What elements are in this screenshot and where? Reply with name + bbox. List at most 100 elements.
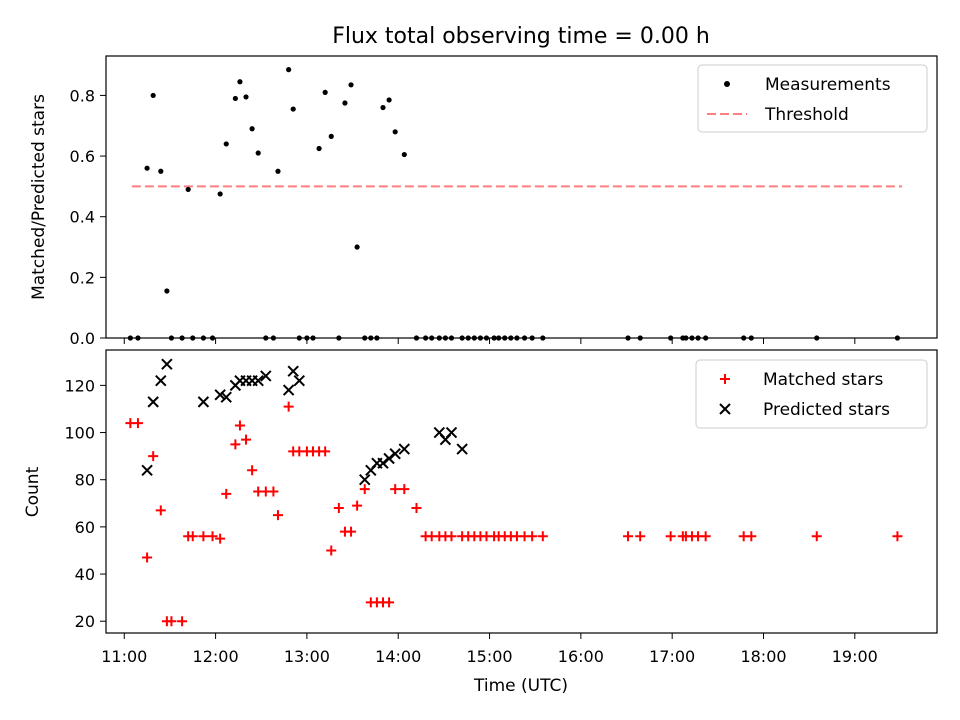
bottom-x-tick-label: 16:00 bbox=[558, 647, 604, 666]
bottom-x-tick-label: 19:00 bbox=[832, 647, 878, 666]
matched-star-point bbox=[635, 531, 646, 542]
measurement-point bbox=[223, 141, 229, 147]
predicted-star-point bbox=[161, 358, 173, 370]
legend-predicted-marker bbox=[719, 403, 731, 415]
measurement-point bbox=[316, 145, 322, 152]
top-y-ticks: 0.0 0.2 0.4 0.6 0.8 bbox=[70, 86, 106, 348]
predicted-star-point bbox=[282, 384, 295, 396]
top-panel: 0.00.20.40.60.8 Matched/Predicted stars … bbox=[29, 55, 938, 348]
matched-star-point bbox=[272, 510, 283, 521]
measurement-point bbox=[392, 129, 398, 135]
matched-star-point bbox=[746, 531, 757, 542]
matched-star-point bbox=[359, 484, 370, 495]
bottom-x-tick-label: 18:00 bbox=[740, 647, 786, 666]
bottom-y-axis-label: Count bbox=[23, 466, 43, 517]
bottom-y-ticks: 20 40 60 80 100 120 bbox=[64, 376, 106, 631]
bottom-x-ticks: 11:00 12:00 13:00 14:00 15:00 16:00 17:00 18:00… bbox=[101, 633, 878, 666]
bottom-x-tick-label: 12:00 bbox=[193, 647, 239, 666]
measurement-point bbox=[380, 104, 386, 111]
matched-star-point bbox=[187, 531, 198, 542]
matched-star-point bbox=[892, 531, 903, 542]
measurement-point bbox=[401, 151, 407, 158]
measurement-point bbox=[249, 126, 255, 132]
matched-star-point bbox=[537, 531, 548, 542]
measurement-point bbox=[275, 168, 281, 174]
predicted-star-point bbox=[456, 443, 468, 455]
top-y-tick-label: 0.8 bbox=[70, 86, 95, 105]
bottom-x-tick-label: 11:00 bbox=[101, 647, 147, 666]
top-y-tick-label: 0.0 bbox=[70, 329, 95, 348]
bottom-y-tick-label: 20 bbox=[75, 612, 95, 631]
measurement-point bbox=[164, 288, 170, 294]
chart-title: Flux total observing time = 0.00 h bbox=[332, 24, 710, 49]
matched-star-point bbox=[411, 503, 422, 514]
matched-star-point bbox=[700, 531, 711, 542]
matched-star-point bbox=[234, 420, 245, 431]
bottom-y-tick-label: 100 bbox=[64, 424, 95, 443]
predicted-star-point bbox=[214, 389, 226, 401]
legend-matched-label: Matched stars bbox=[763, 370, 883, 390]
matched-star-point bbox=[198, 531, 209, 542]
measurement-point bbox=[243, 94, 249, 100]
measurement-point bbox=[286, 67, 292, 73]
measurement-point bbox=[342, 100, 348, 106]
predicted-star-point bbox=[445, 426, 458, 439]
top-axes-frame bbox=[105, 55, 938, 339]
measurement-point bbox=[144, 165, 150, 171]
matched-star-point bbox=[177, 616, 188, 627]
measurement-point bbox=[328, 133, 334, 139]
measurement-point bbox=[322, 89, 328, 95]
predicted-star-point bbox=[147, 396, 159, 408]
top-y-axis-label: Matched/Predicted stars bbox=[29, 94, 49, 300]
measurement-point bbox=[150, 92, 156, 99]
bottom-y-tick-label: 80 bbox=[75, 471, 95, 490]
matched-star-point bbox=[132, 418, 143, 429]
legend-threshold-label: Threshold bbox=[764, 105, 849, 125]
top-legend: Measurements Threshold bbox=[697, 64, 928, 133]
predicted-star-point bbox=[220, 391, 232, 403]
matched-star-point bbox=[283, 401, 294, 412]
matched-star-point bbox=[623, 531, 634, 542]
matched-star-point bbox=[320, 446, 331, 457]
measurement-point bbox=[158, 168, 164, 174]
measurement-point bbox=[348, 82, 354, 88]
matched-star-point bbox=[384, 597, 395, 608]
predicted-star-point bbox=[398, 443, 411, 455]
bottom-legend: Matched stars Predicted stars bbox=[695, 359, 928, 429]
matched-star-point bbox=[268, 486, 279, 497]
predicted-star-point bbox=[260, 370, 272, 382]
matched-star-point bbox=[665, 531, 676, 542]
bottom-y-tick-label: 40 bbox=[75, 565, 95, 584]
matched-star-point bbox=[527, 531, 538, 542]
predicted-star-point bbox=[359, 474, 371, 486]
top-y-tick-label: 0.6 bbox=[70, 147, 95, 166]
top-x-ticks bbox=[123, 338, 856, 344]
matched-star-point bbox=[207, 531, 218, 542]
predicted-star-point bbox=[141, 464, 153, 476]
matched-star-point bbox=[221, 488, 232, 499]
matched-star-point bbox=[352, 500, 363, 511]
measurement-point bbox=[290, 106, 296, 112]
predicted-star-point bbox=[389, 448, 401, 460]
matched-star-point bbox=[230, 439, 241, 450]
matched-star-point bbox=[346, 526, 357, 537]
matched-star-point bbox=[166, 616, 177, 627]
matched-star-point bbox=[155, 505, 166, 516]
matched-star-point bbox=[390, 484, 401, 495]
legend-measurements-label: Measurements bbox=[765, 75, 891, 95]
measurement-point bbox=[237, 79, 243, 85]
measurement-point bbox=[354, 244, 360, 250]
matched-star-point bbox=[241, 434, 252, 445]
top-y-tick-label: 0.4 bbox=[70, 208, 95, 227]
matched-star-point bbox=[333, 503, 344, 514]
matched-star-point bbox=[446, 531, 457, 542]
bottom-x-tick-label: 17:00 bbox=[649, 647, 695, 666]
measurement-point bbox=[185, 186, 191, 193]
predicted-star-point bbox=[293, 374, 305, 387]
bottom-axes-frame bbox=[105, 349, 938, 634]
legend-measurements-marker bbox=[724, 81, 730, 87]
top-y-tick-label: 0.2 bbox=[70, 268, 95, 287]
bottom-panel: 20 40 60 80 100 120 11:00 12:00 13:00 14:00 15:00… bbox=[23, 349, 938, 696]
matched-star-point bbox=[811, 531, 822, 542]
predicted-star-point bbox=[197, 396, 210, 408]
